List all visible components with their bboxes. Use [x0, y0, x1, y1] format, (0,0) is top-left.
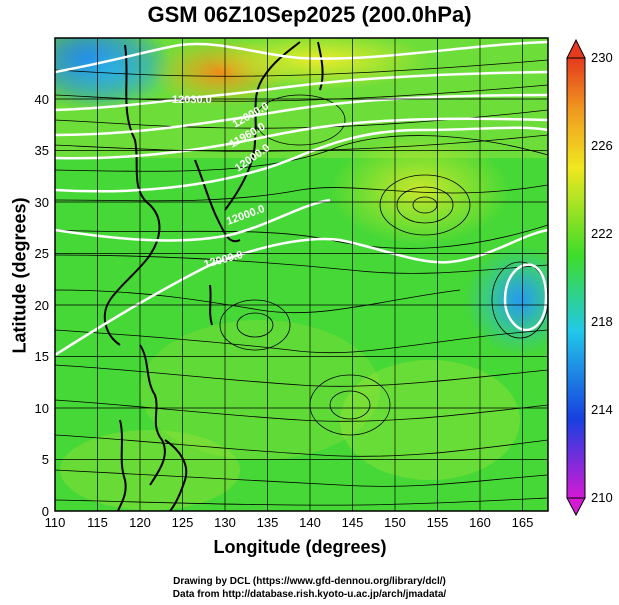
y-tick-label: 30	[35, 195, 49, 210]
x-axis-ticks: 110 115 120 125 130 135 140 145 150 155 …	[45, 515, 534, 530]
temperature-field	[55, 38, 548, 511]
height-contours	[55, 40, 548, 357]
x-axis-label: Longitude (degrees)	[213, 537, 387, 557]
colorbar: 230 226 222 218 214 210	[566, 38, 613, 517]
page-title: GSM 06Z10Sep2025 (200.0hPa)	[147, 2, 472, 27]
y-tick-label: 25	[35, 246, 49, 261]
y-tick-label: 5	[42, 452, 49, 467]
y-tick-label: 35	[35, 143, 49, 158]
x-tick-label: 115	[87, 515, 108, 530]
colorbar-tick-label: 226	[591, 138, 613, 153]
colorbar-tick-label: 230	[591, 50, 613, 65]
colorbar-tick-label: 214	[591, 402, 613, 417]
plot-frame	[54, 37, 549, 512]
x-tick-label: 125	[172, 515, 194, 530]
y-tick-label: 15	[35, 349, 49, 364]
y-tick-label: 10	[35, 401, 49, 416]
y-tick-label: 0	[42, 504, 49, 519]
contour-label: 12030.0	[172, 94, 212, 106]
coastlines	[103, 41, 324, 511]
y-axis-label: Latitude (degrees)	[9, 197, 30, 354]
x-tick-label: 120	[129, 515, 151, 530]
x-tick-label: 130	[214, 515, 236, 530]
x-tick-label: 160	[469, 515, 491, 530]
x-tick-label: 155	[427, 515, 449, 530]
x-tick-label: 135	[257, 515, 279, 530]
credit-drawing: Drawing by DCL (https://www.gfd-dennou.o…	[173, 576, 446, 587]
lat-lon-grid	[55, 38, 548, 511]
x-tick-label: 150	[384, 515, 406, 530]
y-tick-label: 20	[35, 298, 49, 313]
x-tick-label: 140	[299, 515, 321, 530]
colorbar-tick-label: 210	[591, 490, 613, 505]
credit-data-source: Data from http://database.rish.kyoto-u.a…	[172, 589, 447, 600]
x-tick-label: 165	[512, 515, 534, 530]
x-tick-label: 145	[342, 515, 364, 530]
x-tick-label: 110	[45, 515, 66, 530]
colorbar-tick-label: 222	[591, 226, 613, 241]
y-axis-ticks: 0 5 10 15 20 25 30 35 40	[35, 92, 49, 519]
y-tick-label: 40	[35, 92, 49, 107]
colorbar-tick-label: 218	[591, 314, 613, 329]
